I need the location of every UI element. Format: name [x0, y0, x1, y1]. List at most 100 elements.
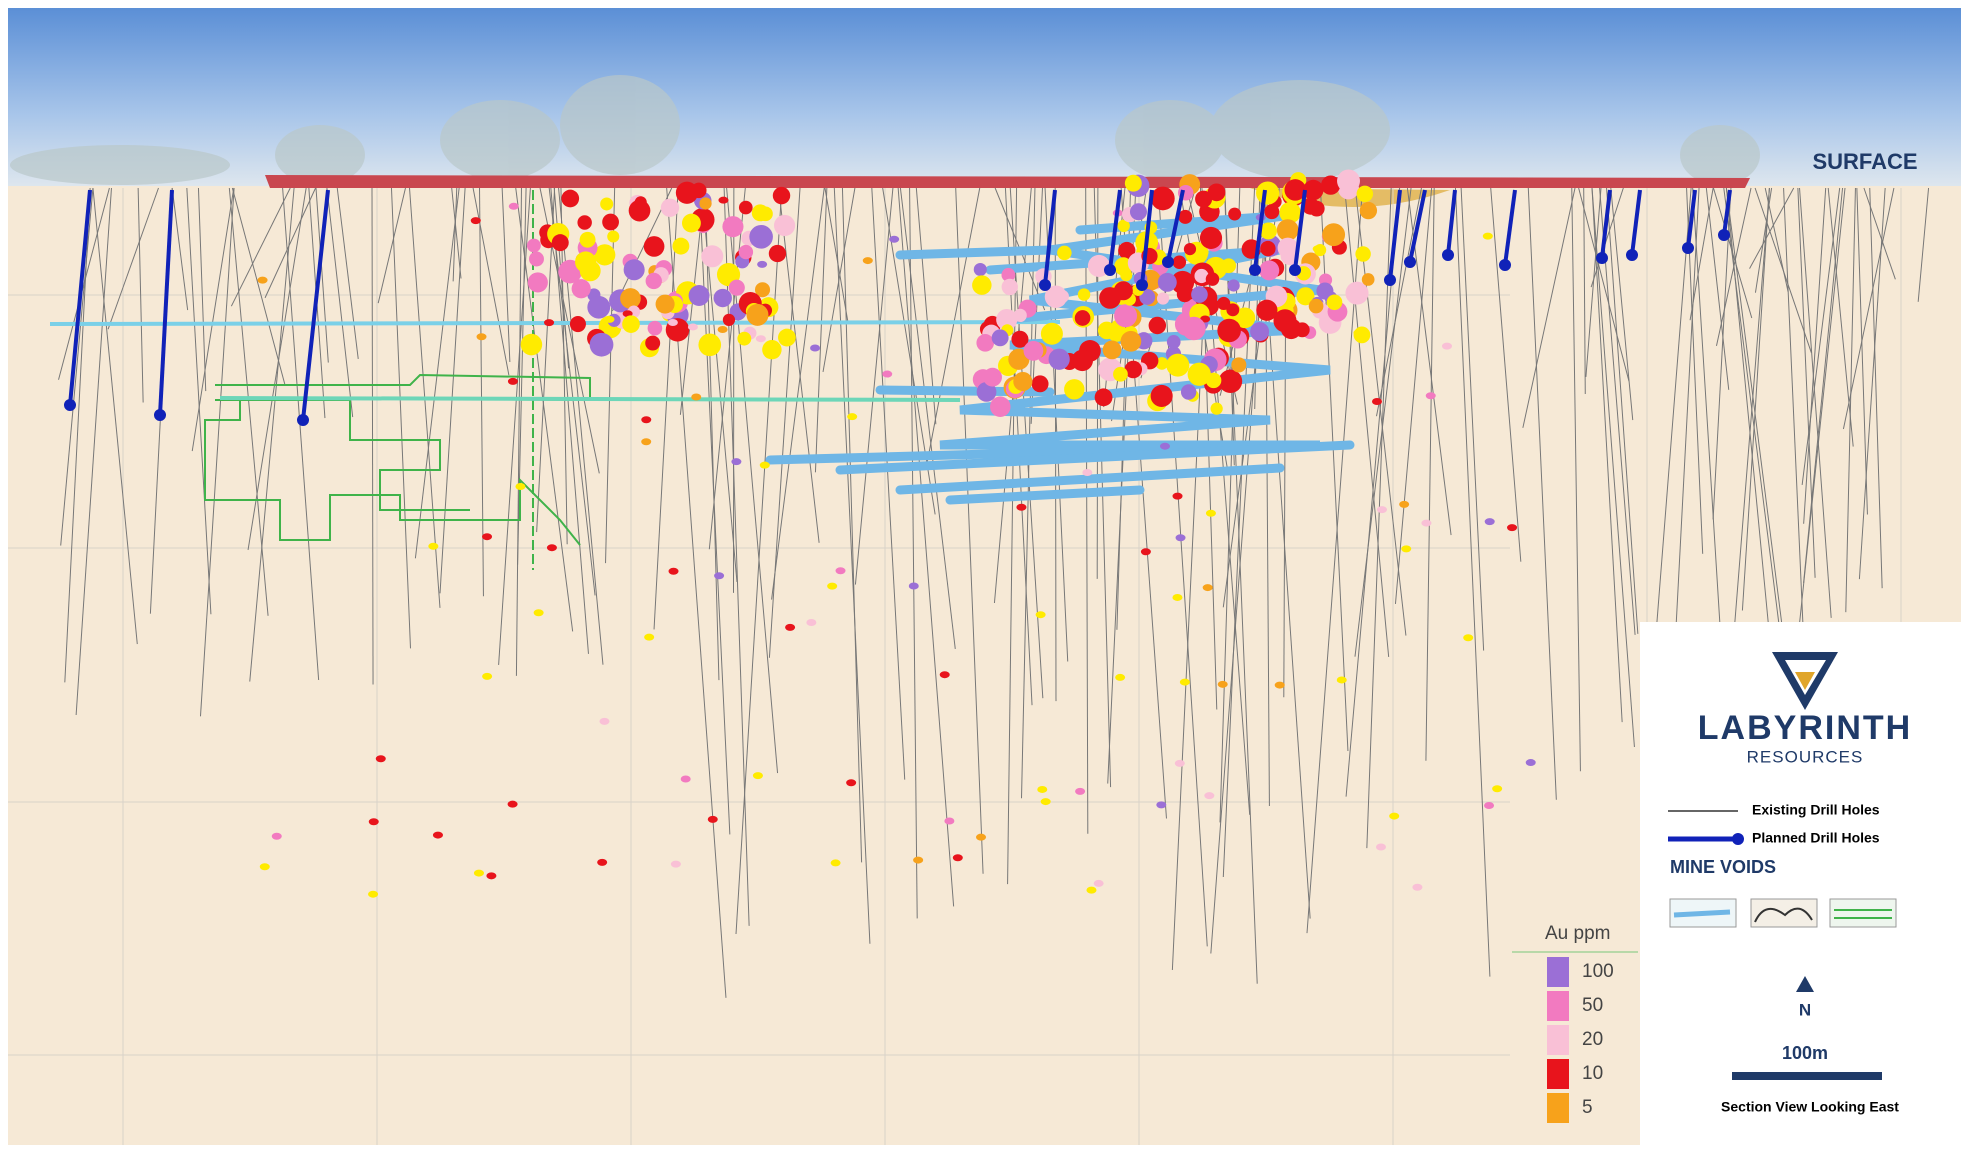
- assay-dot: [521, 334, 543, 356]
- assay-dot: [1049, 349, 1070, 370]
- assay-dot: [1175, 760, 1185, 767]
- assay-dot: [1217, 319, 1241, 343]
- assay-dot: [260, 863, 270, 870]
- assay-dot: [644, 236, 665, 257]
- assay-dot: [620, 288, 641, 309]
- assay-dot: [1377, 506, 1387, 513]
- assay-dot: [1075, 788, 1085, 795]
- planned-swatch-dot: [1732, 833, 1744, 845]
- assay-dot: [1103, 340, 1122, 359]
- assay-dot: [1337, 676, 1347, 683]
- planned-hole-end: [1251, 266, 1259, 274]
- assay-dot: [1485, 518, 1495, 525]
- assay-dot: [1211, 403, 1223, 415]
- assay-dot: [972, 275, 991, 294]
- planned-hole-end: [156, 411, 164, 419]
- assay-dot: [656, 295, 675, 314]
- assay-dot: [1309, 299, 1324, 314]
- assay-dot: [1362, 273, 1375, 286]
- assay-dot: [1337, 170, 1360, 193]
- assay-dot: [547, 544, 557, 551]
- assay-dot: [1401, 545, 1411, 552]
- assay-dot: [1399, 501, 1409, 508]
- assay-dot: [1327, 294, 1343, 310]
- assay-dot: [482, 673, 492, 680]
- assay-dot: [368, 891, 378, 898]
- assay-dot: [668, 319, 678, 326]
- assay-dot: [1172, 594, 1182, 601]
- view-label: Section View Looking East: [1721, 1099, 1899, 1115]
- assay-dot: [433, 832, 443, 839]
- assay-dot: [1526, 759, 1536, 766]
- assay-dot: [486, 872, 496, 879]
- assay-dot: [992, 329, 1009, 346]
- assay-dot: [1121, 331, 1142, 352]
- grade-swatch: [1547, 1025, 1569, 1055]
- assay-dot: [1345, 282, 1368, 305]
- assay-dot: [258, 277, 268, 284]
- assay-dot: [577, 215, 591, 229]
- assay-dot: [1204, 792, 1214, 799]
- assay-dot: [1156, 801, 1166, 808]
- assay-dot: [1376, 843, 1386, 850]
- assay-dot: [369, 818, 379, 825]
- assay-dot: [682, 214, 701, 233]
- assay-dot: [731, 458, 741, 465]
- assay-dot: [600, 197, 613, 210]
- assay-dot: [1078, 288, 1090, 300]
- assay-dot: [718, 197, 728, 204]
- assay-dot: [758, 206, 773, 221]
- assay-dot: [1113, 367, 1128, 382]
- assay-dot: [1354, 327, 1371, 344]
- existing-label: Existing Drill Holes: [1752, 802, 1880, 818]
- assay-dot: [863, 257, 873, 264]
- planned-hole-end: [1164, 258, 1172, 266]
- assay-dot: [669, 568, 679, 575]
- assay-dot: [534, 609, 544, 616]
- assay-dot: [757, 261, 767, 268]
- assay-dot: [846, 779, 856, 786]
- assay-dot: [1200, 227, 1222, 249]
- grade-swatch: [1547, 1093, 1569, 1123]
- assay-dot: [698, 334, 721, 357]
- assay-dot: [1217, 297, 1230, 310]
- assay-dot: [785, 624, 795, 631]
- assay-dot: [1421, 520, 1431, 527]
- assay-dot: [1357, 186, 1374, 203]
- scale-label: 100m: [1782, 1043, 1828, 1063]
- assay-dot: [597, 859, 607, 866]
- planned-hole-end: [1138, 281, 1146, 289]
- assay-dot: [1120, 269, 1132, 281]
- assay-dot: [1072, 350, 1093, 371]
- planned-hole-end: [1628, 251, 1636, 259]
- scale-bar: [1732, 1072, 1882, 1080]
- assay-dot: [681, 776, 691, 783]
- assay-dot: [1114, 281, 1133, 300]
- assay-dot: [953, 854, 963, 861]
- assay-dot: [622, 315, 640, 333]
- assay-dot: [762, 340, 781, 359]
- assay-dot: [515, 483, 525, 490]
- grade-label: 100: [1582, 961, 1614, 982]
- planned-hole-end: [1444, 251, 1452, 259]
- assay-dot: [1173, 256, 1186, 269]
- assay-dot: [689, 285, 710, 306]
- assay-dot: [646, 273, 662, 289]
- planned-hole-end: [1406, 258, 1414, 266]
- assay-dot: [806, 619, 816, 626]
- assay-dot: [1492, 785, 1502, 792]
- assay-dot: [1191, 286, 1208, 303]
- assay-dot: [1322, 223, 1345, 246]
- assay-dot: [1037, 786, 1047, 793]
- assay-dot: [831, 859, 841, 866]
- assay-dot: [672, 238, 689, 255]
- assay-dot: [1260, 241, 1275, 256]
- assay-dot: [1166, 354, 1189, 377]
- assay-dot: [983, 368, 1002, 387]
- assay-dot: [471, 217, 481, 224]
- assay-dot: [737, 332, 751, 346]
- assay-dot: [1013, 372, 1032, 391]
- assay-dot: [376, 755, 386, 762]
- assay-dot: [590, 333, 614, 357]
